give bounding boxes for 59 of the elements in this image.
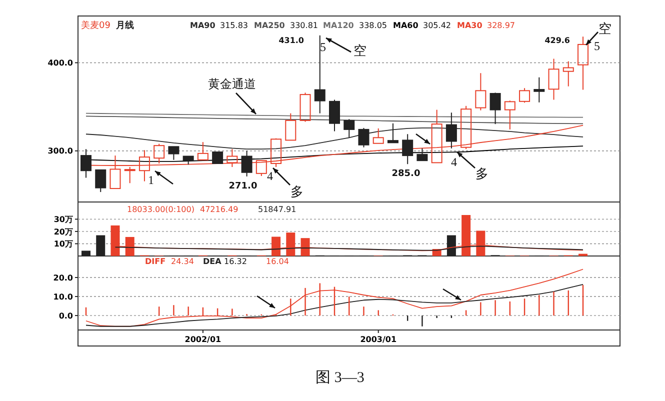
- annotation: 4: [451, 155, 457, 169]
- x-tick-label: 2002/01: [184, 335, 222, 344]
- annotation: 24.34: [171, 257, 194, 266]
- text: DEA: [203, 257, 222, 266]
- annotation: 305.42: [423, 21, 451, 30]
- candlestick: [548, 58, 560, 100]
- y-tick-label: 300.0: [48, 146, 74, 156]
- candlestick: [490, 92, 501, 125]
- candlestick: [402, 134, 414, 165]
- annotation: 空: [354, 43, 366, 58]
- bar: [82, 250, 90, 256]
- candlestick: [534, 76, 545, 103]
- candlestick: [212, 152, 224, 164]
- text: MA60: [393, 21, 419, 30]
- text: MA120: [323, 21, 354, 30]
- annotation: 431.0: [278, 36, 304, 45]
- y-tick-label: 20万: [54, 227, 73, 236]
- y-tick-label: 30万: [54, 214, 73, 224]
- annotation: 338.05: [359, 21, 387, 30]
- y-tick-label: 0.0: [58, 311, 74, 320]
- y-tick-label: 20.0: [53, 273, 74, 282]
- annotation: 285.0: [392, 169, 420, 180]
- y-tick-label: 10.0: [53, 292, 74, 302]
- y-tick-label: 400.0: [48, 58, 74, 68]
- candlestick: [329, 99, 340, 132]
- annotation: 47216.49: [200, 205, 238, 214]
- text: 美麦09: [81, 20, 111, 31]
- bar: [96, 235, 106, 256]
- annotation: 330.81: [290, 21, 318, 30]
- text: MA30: [457, 21, 483, 30]
- annotation: 1: [148, 173, 154, 187]
- text: 空: [598, 21, 612, 36]
- line-series: [86, 268, 584, 327]
- annotation: 18033.00(0:100): [127, 205, 194, 214]
- candlestick: [95, 169, 106, 193]
- annotation: 429.6: [544, 36, 570, 45]
- text: 5: [594, 39, 600, 53]
- y-tick-label: 10万: [54, 240, 73, 249]
- text: MA90: [190, 21, 216, 30]
- annotation: 黄金通道: [208, 77, 256, 91]
- annotation: 4: [267, 169, 273, 183]
- text: 月线: [115, 20, 134, 31]
- x-tick-label: 2003/01: [360, 335, 397, 344]
- candlestick: [80, 148, 92, 178]
- annotation: 多: [476, 166, 488, 181]
- text: MA250: [254, 21, 286, 30]
- annotation: 5: [320, 40, 326, 54]
- annotation: 51847.91: [258, 205, 296, 214]
- caption: 图 3—3: [316, 370, 364, 386]
- annotation: 16.32: [224, 257, 247, 266]
- candlestick: [416, 148, 428, 162]
- annotation: 多: [290, 184, 304, 199]
- annotation: 16.04: [266, 257, 289, 266]
- line-series: [86, 284, 584, 327]
- text: DIFF: [145, 257, 166, 266]
- annotation: 315.83: [220, 21, 248, 30]
- annotation: 328.97: [487, 21, 515, 30]
- candlestick: [168, 146, 180, 160]
- annotation: 271.0: [228, 181, 258, 192]
